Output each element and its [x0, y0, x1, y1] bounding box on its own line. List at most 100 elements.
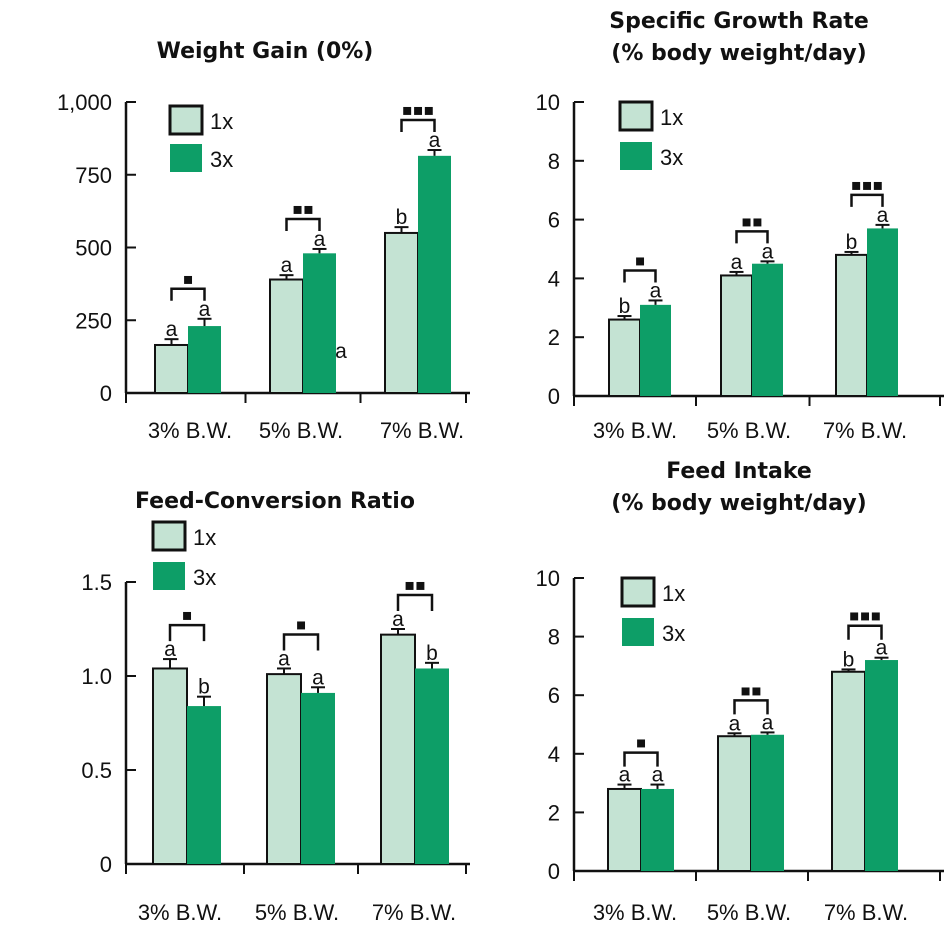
significance-bracket — [850, 193, 884, 207]
significance-letter: a — [762, 240, 774, 263]
significance-letter: b — [846, 231, 858, 254]
bar-1x — [720, 274, 753, 397]
x-tick-label: 3% B.W. — [593, 418, 677, 443]
extra-label: a — [335, 340, 347, 363]
significance-bracket — [400, 118, 436, 133]
x-tick-label: 5% B.W. — [255, 900, 339, 925]
x-tick-label: 7% B.W. — [823, 418, 907, 443]
legend-swatch-1x — [618, 100, 654, 132]
significance-letter: a — [281, 254, 293, 277]
y-tick-label: 750 — [75, 163, 112, 188]
significance-letter: a — [166, 318, 178, 341]
bar-3x — [415, 668, 449, 864]
significance-letter: a — [729, 712, 741, 735]
significance-letter: a — [619, 764, 631, 787]
significance-letter: a — [877, 204, 889, 227]
chart-title: (% body weight/day) — [611, 491, 866, 516]
y-tick-label: 0 — [548, 859, 560, 884]
legend-label: 3x — [660, 145, 683, 170]
significance-letter: a — [312, 666, 324, 689]
significance-letter: a — [392, 608, 404, 631]
bar-1x — [835, 253, 868, 397]
y-tick-label: 0.5 — [81, 758, 112, 783]
y-tick-label: 6 — [548, 683, 560, 708]
legend-label: 1x — [210, 109, 233, 134]
x-tick-label: 7% B.W. — [824, 900, 908, 925]
significance-marker: ▪ — [636, 733, 647, 752]
y-tick-label: 4 — [548, 742, 560, 767]
bar-1x — [831, 670, 866, 872]
significance-bracket — [168, 623, 206, 642]
x-tick-label: 3% B.W. — [138, 900, 222, 925]
x-tick-label: 7% B.W. — [380, 418, 464, 443]
significance-letter: b — [619, 295, 631, 318]
y-tick-label: 500 — [75, 236, 112, 261]
bar-3x — [418, 155, 451, 393]
x-tick-label: 5% B.W. — [707, 900, 791, 925]
y-tick-label: 8 — [548, 149, 560, 174]
chart-title: Specific Growth Rate — [609, 9, 869, 34]
significance-letter: b — [426, 642, 438, 665]
y-tick-label: 0 — [100, 852, 112, 877]
significance-marker: ▪▪ — [740, 680, 762, 699]
bar-3x — [301, 692, 335, 864]
significance-letter: a — [731, 251, 743, 274]
chart-svg: Feed-Conversion Ratio 0 0.5 1.0 1.5 3% B.W. 5%… — [81, 489, 470, 925]
bar-3x — [865, 660, 898, 871]
bar-1x — [266, 673, 302, 865]
chart-feed-intake: Feed Intake (% body weight/day) 0 2 4 6 8 10 3% … — [474, 459, 944, 927]
legend-label: 1x — [193, 525, 216, 550]
significance-letter: a — [652, 764, 664, 787]
bar-3x — [640, 304, 671, 396]
chart-weight-gain: Weight Gain (0%) 0 250 500 750 1,000 3% B.W. 5%… — [0, 0, 470, 460]
chart-title: Feed-Conversion Ratio — [135, 489, 415, 514]
significance-marker: ▪ — [183, 269, 194, 288]
significance-letter: a — [650, 279, 662, 302]
bar-3x — [188, 326, 221, 393]
chart-svg: Feed Intake (% body weight/day) 0 2 4 6 8 10 3% … — [536, 459, 944, 925]
significance-marker: ▪ — [635, 250, 646, 269]
significance-marker: ▪▪ — [404, 575, 426, 594]
legend-label: 3x — [662, 621, 685, 646]
significance-bracket — [285, 217, 321, 231]
significance-marker: ▪▪ — [292, 199, 314, 218]
chart-specific-growth-rate: Specific Growth Rate (% body weight/day) 0… — [474, 0, 944, 460]
y-tick-label: 2 — [548, 325, 560, 350]
significance-letter: b — [396, 206, 408, 229]
significance-marker: ▪▪ — [741, 211, 763, 230]
bar-1x — [384, 231, 419, 394]
significance-bracket — [733, 699, 769, 715]
y-tick-label: 1.0 — [81, 664, 112, 689]
significance-letter: b — [198, 676, 210, 699]
significance-bracket — [396, 593, 434, 611]
y-tick-label: 2 — [548, 800, 560, 825]
bar-1x — [154, 343, 189, 394]
significance-letter: a — [199, 298, 211, 321]
y-tick-label: 8 — [548, 625, 560, 650]
significance-marker: ▪ — [182, 605, 193, 624]
legend-label: 3x — [210, 147, 233, 172]
legend-swatch-1x — [168, 104, 204, 136]
legend-label: 1x — [662, 581, 685, 606]
legend-swatch-3x — [153, 562, 185, 590]
legend-swatch-3x — [622, 618, 654, 646]
bar-1x — [269, 278, 304, 395]
bar-1x — [607, 787, 642, 872]
legend-swatch-1x — [151, 520, 187, 552]
chart-title: (% body weight/day) — [611, 41, 866, 66]
y-tick-label: 6 — [548, 208, 560, 233]
legend-swatch-1x — [620, 576, 656, 608]
y-tick-label: 1.5 — [81, 570, 112, 595]
significance-letter: a — [164, 638, 176, 661]
significance-bracket — [623, 269, 657, 283]
chart-svg: Weight Gain (0%) 0 250 500 750 1,000 3% B.W. 5%… — [57, 39, 470, 443]
significance-marker: ▪▪▪ — [402, 100, 435, 119]
bar-1x — [152, 667, 188, 865]
significance-bracket — [170, 287, 206, 301]
bar-3x — [303, 253, 336, 393]
bar-3x — [641, 788, 674, 871]
y-tick-label: 10 — [536, 90, 560, 115]
legend-swatch-3x — [620, 142, 652, 170]
bar-1x — [608, 318, 641, 397]
y-tick-label: 1,000 — [57, 90, 112, 115]
